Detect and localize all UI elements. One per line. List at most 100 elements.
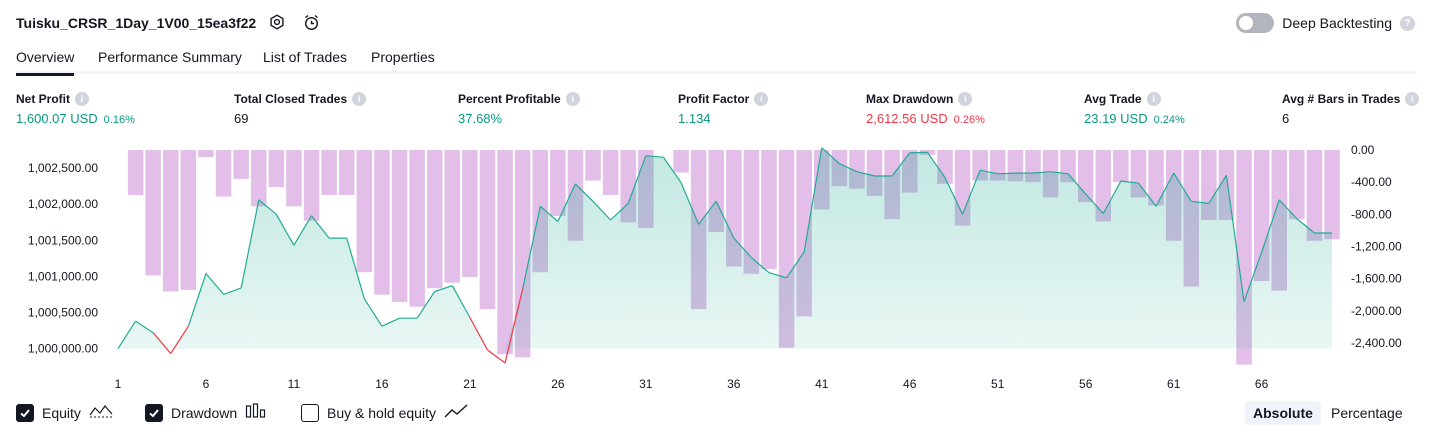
strategy-name: Tuisku_CRSR_1Day_1V00_15ea3f22 bbox=[16, 15, 257, 31]
info-icon[interactable]: i bbox=[75, 92, 89, 106]
x-axis-tick-label: 56 bbox=[1079, 377, 1093, 390]
right-axis-tick-label: -400.00 bbox=[1351, 175, 1392, 189]
drawdown-bar bbox=[251, 150, 267, 207]
equity-line-segment bbox=[381, 317, 400, 327]
alarm-clock-plus-icon[interactable] bbox=[302, 13, 320, 31]
x-axis-tick-label: 51 bbox=[991, 377, 1005, 390]
equity-line-segment bbox=[1102, 180, 1122, 214]
metric-net-profit: Net Profit i 1,600.07 USD 0.16% bbox=[16, 92, 135, 126]
drawdown-bar bbox=[409, 150, 425, 307]
info-icon[interactable]: i bbox=[352, 92, 367, 106]
drawdown-bar bbox=[145, 150, 161, 276]
left-axis-tick-label: 1,001,000.00 bbox=[28, 269, 98, 283]
drawdown-bar bbox=[479, 150, 496, 310]
drawdown-bar bbox=[1095, 150, 1111, 222]
equity-line-segment bbox=[223, 287, 242, 295]
equity-line-segment bbox=[856, 171, 875, 177]
equity-line-segment bbox=[979, 169, 998, 175]
tab-list-of-trades[interactable]: List of Trades bbox=[263, 49, 348, 65]
drawdown-bar bbox=[339, 150, 355, 195]
equity-line-segment bbox=[909, 151, 928, 154]
info-icon[interactable]: i bbox=[958, 92, 973, 106]
metric-value: 1.134 bbox=[678, 111, 711, 126]
metric-label: Avg # Bars in Trades bbox=[1282, 92, 1401, 106]
right-axis-tick-label: -1,600.00 bbox=[1351, 272, 1402, 286]
drawdown-bar bbox=[761, 150, 777, 269]
info-icon[interactable]: i bbox=[565, 92, 580, 106]
drawdown-bar bbox=[444, 150, 460, 283]
metric-value: 6 bbox=[1282, 111, 1290, 126]
equity-line-segment bbox=[645, 155, 664, 158]
drawdown-bar bbox=[268, 150, 285, 187]
equity-line-segment bbox=[1032, 171, 1051, 174]
deep-backtesting-control: Deep Backtesting ? bbox=[1236, 13, 1415, 33]
metric-total-closed-trades: Total Closed Trades i 69 bbox=[234, 92, 367, 126]
equity-line-segment bbox=[698, 200, 717, 225]
tab-overview[interactable]: Overview bbox=[16, 49, 75, 76]
equity-line-segment bbox=[768, 272, 787, 279]
equity-line-segment bbox=[574, 183, 594, 202]
info-icon[interactable]: i bbox=[1146, 92, 1161, 106]
equity-line-segment bbox=[803, 147, 823, 252]
drawdown-bar bbox=[673, 150, 689, 173]
checkbox-checked-icon[interactable] bbox=[16, 403, 34, 422]
metric-percent: 0.26% bbox=[953, 114, 985, 126]
absolute-scale-button[interactable]: Absolute bbox=[1245, 401, 1321, 425]
metric-percent-profitable: Percent Profitable i 37.68% bbox=[458, 92, 580, 126]
line-chart-icon bbox=[89, 403, 113, 422]
equity-line-segment bbox=[469, 317, 489, 351]
equity-line-segment bbox=[557, 183, 576, 222]
equity-line-segment bbox=[1155, 172, 1175, 207]
info-icon[interactable]: i bbox=[754, 92, 769, 106]
legend-drawdown[interactable]: Drawdown bbox=[145, 403, 267, 422]
drawdown-bar bbox=[602, 150, 619, 195]
left-axis-tick-label: 1,000,000.00 bbox=[28, 342, 98, 356]
equity-line-segment bbox=[1050, 171, 1069, 175]
checkbox-checked-icon[interactable] bbox=[145, 403, 163, 422]
drawdown-bar bbox=[462, 150, 478, 277]
right-axis-tick-label: -2,000.00 bbox=[1351, 304, 1402, 318]
equity-line-segment bbox=[117, 320, 137, 349]
x-axis-tick-label: 66 bbox=[1255, 377, 1269, 390]
drawdown-bar bbox=[303, 150, 320, 221]
metric-value: 23.19 USD bbox=[1084, 111, 1148, 126]
deep-backtesting-toggle[interactable] bbox=[1236, 13, 1275, 33]
equity-line-segment bbox=[293, 215, 313, 246]
legend-equity[interactable]: Equity bbox=[16, 403, 113, 422]
metric-label: Avg Trade bbox=[1084, 92, 1142, 106]
legend-label: Buy & hold equity bbox=[327, 404, 436, 421]
drawdown-bar bbox=[1113, 150, 1129, 183]
equity-line-segment bbox=[240, 199, 260, 289]
x-axis-tick-label: 6 bbox=[203, 377, 210, 390]
equity-line-segment bbox=[751, 257, 770, 274]
gear-icon[interactable] bbox=[268, 13, 286, 31]
checkbox-unchecked-icon[interactable] bbox=[301, 403, 319, 422]
drawdown-bar bbox=[180, 150, 197, 290]
percentage-scale-button[interactable]: Percentage bbox=[1331, 405, 1403, 421]
equity-line-segment bbox=[539, 205, 559, 222]
drawdown-bar bbox=[356, 150, 373, 273]
equity-line-segment bbox=[152, 332, 172, 354]
question-icon[interactable]: ? bbox=[1400, 15, 1415, 31]
tab-performance-summary[interactable]: Performance Summary bbox=[98, 49, 242, 65]
drawdown-bar bbox=[1306, 150, 1323, 241]
equity-line-segment bbox=[1243, 252, 1263, 302]
tab-properties[interactable]: Properties bbox=[371, 49, 435, 65]
equity-line-segment bbox=[1173, 172, 1192, 202]
drawdown-bar bbox=[427, 150, 443, 289]
equity-line-segment bbox=[311, 215, 330, 239]
equity-line-segment bbox=[258, 199, 277, 215]
left-axis-tick-label: 1,002,500.00 bbox=[28, 161, 98, 175]
equity-line-segment bbox=[135, 320, 154, 334]
right-axis-tick-label: 0.00 bbox=[1351, 143, 1375, 157]
equity-line-segment bbox=[1138, 182, 1157, 207]
info-icon[interactable]: i bbox=[1405, 92, 1420, 106]
equity-line-segment bbox=[839, 163, 858, 173]
metrics-row: Net Profit i 1,600.07 USD 0.16% Total Clos… bbox=[0, 92, 1431, 132]
legend-buy-hold-equity[interactable]: Buy & hold equity bbox=[301, 403, 468, 422]
metric-value: 37.68% bbox=[458, 111, 503, 126]
equity-line-segment bbox=[363, 298, 383, 327]
equity-line-segment bbox=[1225, 175, 1245, 302]
drawdown-bar bbox=[286, 150, 302, 207]
metric-label: Max Drawdown bbox=[866, 92, 954, 106]
